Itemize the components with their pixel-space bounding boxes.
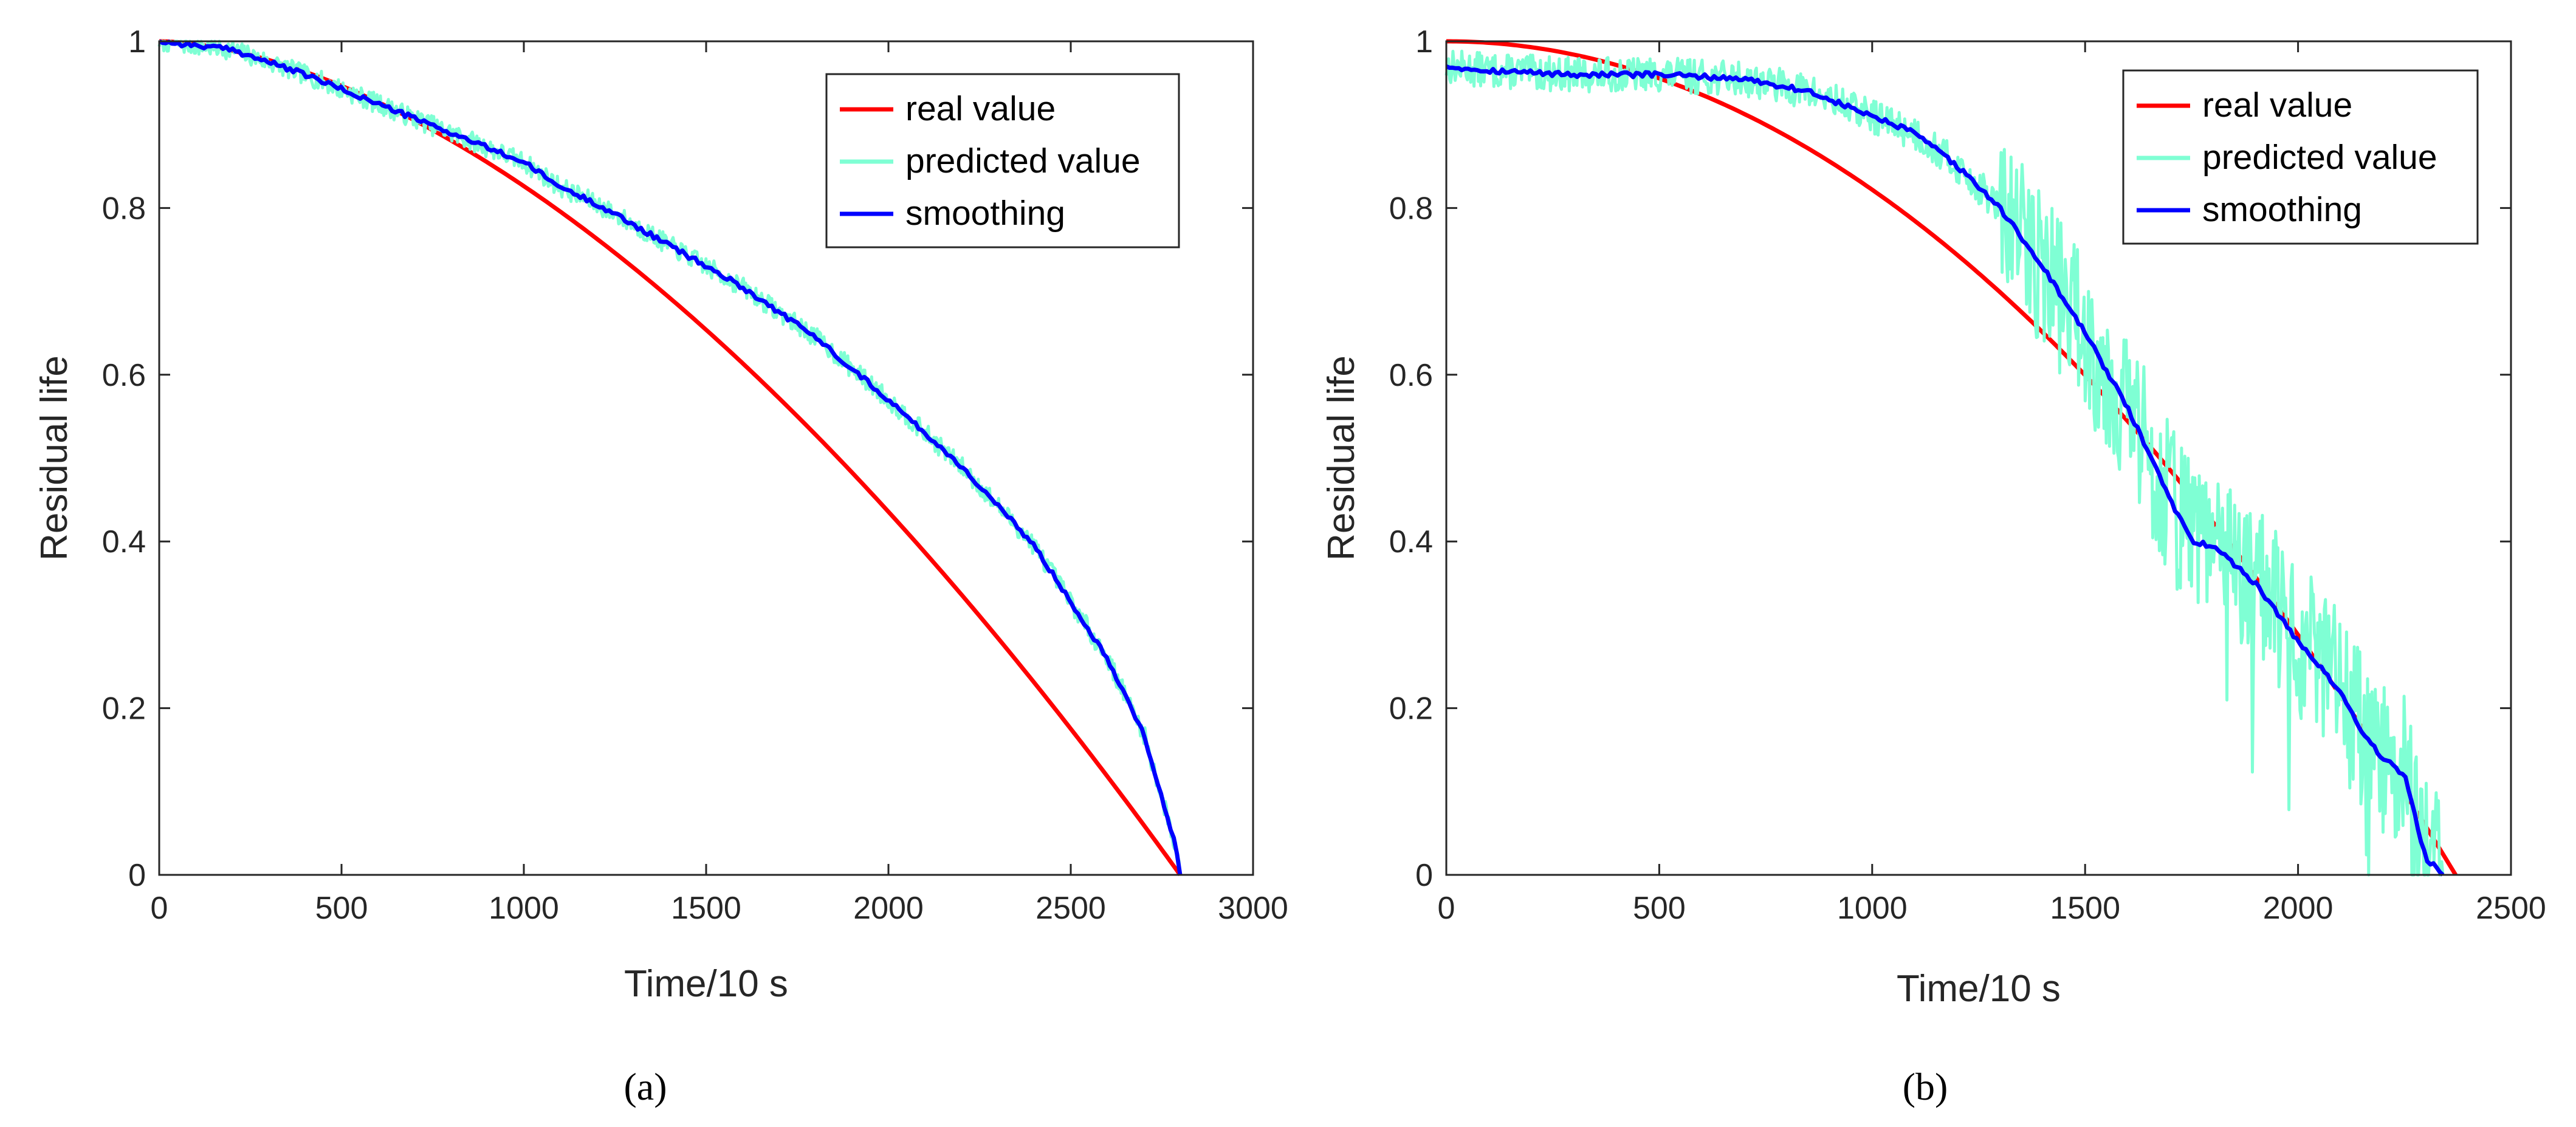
axes-box-b bbox=[1445, 40, 2512, 876]
x-tick-label-b-1: 500 bbox=[1633, 891, 1686, 926]
series-layer-b bbox=[1444, 39, 2458, 877]
y-tick-label-b-1: 0.2 bbox=[1389, 691, 1433, 727]
caption-b: (b) bbox=[1903, 1065, 1948, 1108]
x-tick-label-b-0: 0 bbox=[1438, 891, 1455, 926]
x-tick-label-a-2: 1000 bbox=[489, 891, 559, 926]
x-axis-label-b: Time/10 s bbox=[1897, 968, 2061, 1010]
y-tick-label-b-2: 0.4 bbox=[1389, 524, 1433, 560]
x-tick-label-a-5: 2500 bbox=[1036, 891, 1106, 926]
x-tick-label-a-6: 3000 bbox=[1218, 891, 1288, 926]
legend-label-real-a: real value bbox=[905, 89, 1056, 128]
x-tick-label-a-0: 0 bbox=[151, 891, 168, 926]
series-smoothing-a bbox=[158, 39, 1183, 875]
y-tick-label-a-2: 0.4 bbox=[102, 524, 146, 560]
legend-b: real value predicted value smoothing bbox=[2122, 69, 2479, 245]
x-axis-label-a: Time/10 s bbox=[624, 963, 788, 1005]
y-tick-label-b-4: 0.8 bbox=[1389, 191, 1433, 226]
y-axis-label-b: Residual life bbox=[1321, 355, 1362, 561]
axes-box-a bbox=[158, 40, 1254, 876]
legend-label-smoothing-a: smoothing bbox=[905, 194, 1065, 233]
y-tick-label-b-0: 0 bbox=[1415, 858, 1433, 893]
tick-labels-a: 0 500 1000 1500 2000 2500 3000 0 0.2 0.4 0.6 0.8 1 bbox=[102, 24, 1288, 926]
y-tick-label-b-5: 1 bbox=[1415, 24, 1433, 60]
legend-label-smoothing-b: smoothing bbox=[2202, 190, 2362, 229]
y-tick-label-a-1: 0.2 bbox=[102, 691, 146, 727]
series-layer-a bbox=[157, 39, 1183, 877]
y-tick-label-a-4: 0.8 bbox=[102, 191, 146, 226]
x-tick-label-a-4: 2000 bbox=[853, 891, 924, 926]
legend-label-predicted-a: predicted value bbox=[905, 142, 1141, 180]
chart-panel-b: 0 500 1000 1500 2000 2500 0 0.2 0.4 0.6 0.8 1 Time/… bbox=[1321, 24, 2546, 1108]
y-tick-label-a-0: 0 bbox=[128, 858, 146, 893]
tick-labels-b: 0 500 1000 1500 2000 2500 0 0.2 0.4 0.6 0.8 1 bbox=[1389, 24, 2546, 926]
x-tick-label-b-2: 1000 bbox=[1837, 891, 1908, 926]
y-tick-label-a-5: 1 bbox=[128, 24, 146, 60]
legend-a: real value predicted value smoothing bbox=[825, 73, 1180, 248]
y-axis-label-a: Residual life bbox=[33, 355, 75, 561]
x-tick-label-b-5: 2500 bbox=[2476, 891, 2546, 926]
legend-label-predicted-b: predicted value bbox=[2202, 138, 2437, 177]
y-tick-label-b-3: 0.6 bbox=[1389, 358, 1433, 393]
series-smoothing-b bbox=[1445, 64, 2445, 877]
caption-a: (a) bbox=[623, 1065, 667, 1108]
x-tick-label-a-3: 1500 bbox=[671, 891, 741, 926]
series-predicted-value-b bbox=[1444, 49, 2445, 877]
y-tick-label-a-3: 0.6 bbox=[102, 358, 146, 393]
x-tick-label-b-4: 2000 bbox=[2263, 891, 2334, 926]
x-tick-label-a-1: 500 bbox=[315, 891, 368, 926]
x-tick-label-b-3: 1500 bbox=[2050, 891, 2120, 926]
legend-label-real-b: real value bbox=[2202, 86, 2352, 125]
chart-panel-a: 0 500 1000 1500 2000 2500 3000 0 0.2 0.4 0.6 0.8 1 T… bbox=[33, 24, 1288, 1108]
